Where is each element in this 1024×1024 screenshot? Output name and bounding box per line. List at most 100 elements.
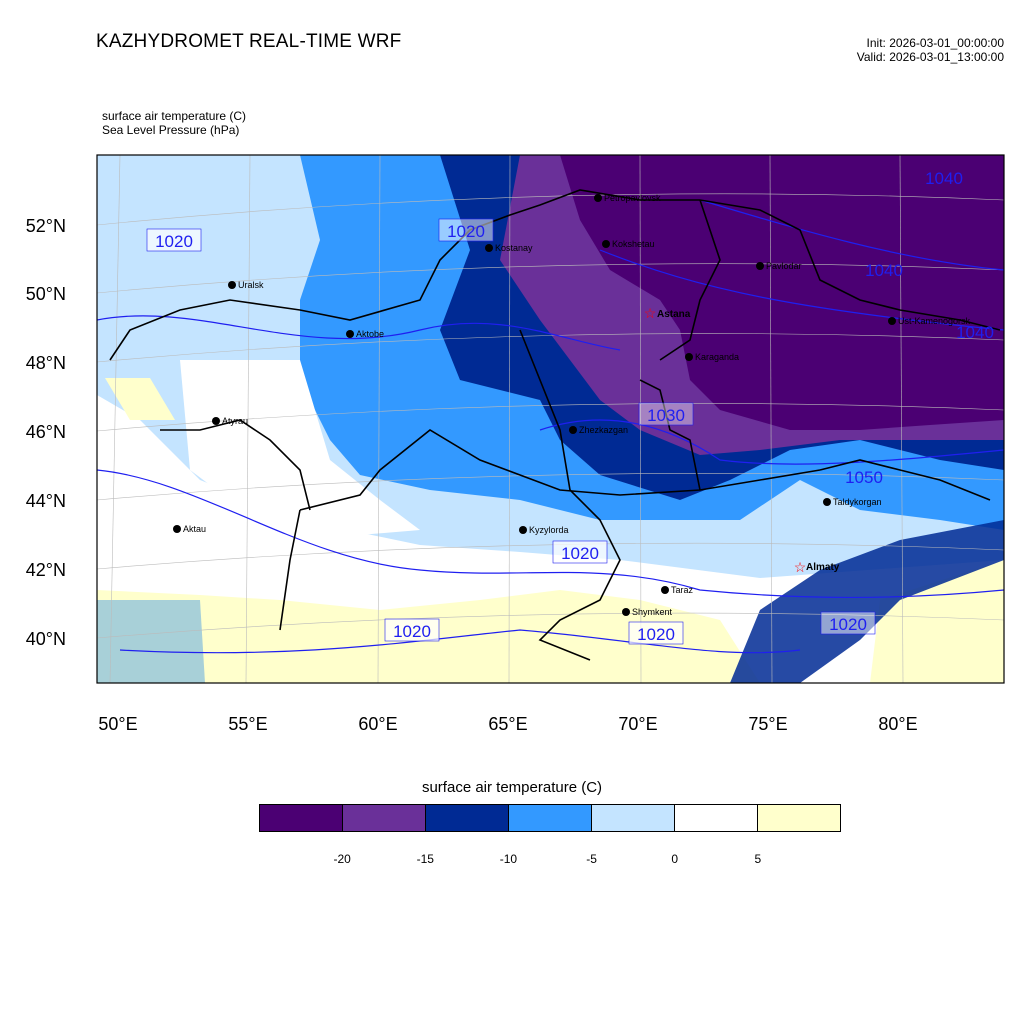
secondary-field-label: Sea Level Pressure (hPa)	[102, 123, 240, 137]
city-almaty: ☆ Almaty	[794, 559, 840, 575]
primary-field-label: surface air temperature (C)	[102, 109, 247, 123]
svg-text:Aktau: Aktau	[183, 524, 206, 534]
isobar-label: 1020	[552, 540, 608, 564]
svg-text:Aktobe: Aktobe	[356, 329, 384, 339]
isobar-label: 1040	[865, 261, 903, 280]
colorbar-ticks: -20 -15 -10 -5 0 5	[0, 852, 1024, 872]
svg-text:☆: ☆	[644, 305, 657, 321]
lat-axis: 52°N 50°N 48°N 46°N 44°N 42°N 40°N	[26, 216, 66, 649]
map-body	[97, 155, 1004, 683]
colorbar-swatch	[509, 805, 592, 831]
city-kyzylorda: Kyzylorda	[519, 525, 569, 535]
city-taraz: Taraz	[661, 585, 694, 595]
weather-map: 52°N 50°N 48°N 46°N 44°N 42°N 40°N 50°E …	[26, 154, 1005, 734]
colorbar-tick-label: -15	[416, 852, 434, 866]
isobar-label: 1020	[628, 621, 684, 645]
field-legend: surface air temperature (C) Sea Level Pr…	[102, 109, 246, 137]
colorbar	[259, 804, 841, 832]
lat-label-40: 40°N	[26, 629, 66, 649]
isobars	[97, 199, 1004, 654]
city-petropavlovsk: Petropavlovsk	[594, 193, 661, 203]
colorbar-tick-label: 5	[754, 852, 762, 866]
temp-band-below-m20	[560, 155, 1004, 430]
colorbar-swatch	[426, 805, 509, 831]
svg-text:☆: ☆	[794, 559, 807, 575]
city-karaganda: Karaganda	[685, 352, 739, 362]
chart-title: KAZHYDROMET REAL-TIME WRF	[96, 31, 402, 52]
svg-text:Kokshetau: Kokshetau	[612, 239, 655, 249]
lon-label-70: 70°E	[618, 714, 657, 734]
city-taldykorgan: Taldykorgan	[823, 497, 882, 507]
isobar-label: 1030	[638, 402, 694, 426]
lon-label-50: 50°E	[98, 714, 137, 734]
lon-label-65: 65°E	[488, 714, 527, 734]
isobar-label: 1020	[820, 611, 876, 635]
lat-label-46: 46°N	[26, 422, 66, 442]
svg-text:1020: 1020	[829, 615, 867, 634]
colorbar-swatch	[675, 805, 758, 831]
colorbar-tick-label: -10	[499, 852, 518, 866]
lat-label-52: 52°N	[26, 216, 66, 236]
svg-text:1040: 1040	[956, 323, 994, 342]
svg-text:Petropavlovsk: Petropavlovsk	[604, 193, 661, 203]
lon-label-80: 80°E	[878, 714, 917, 734]
city-shymkent: Shymkent	[622, 607, 673, 617]
city-uralsk: Uralsk	[228, 280, 264, 290]
svg-text:1020: 1020	[155, 232, 193, 251]
isobar-label: 1020	[146, 228, 202, 252]
svg-text:1020: 1020	[447, 222, 485, 241]
temp-band-warm-west	[105, 378, 175, 420]
svg-text:Astana: Astana	[657, 309, 691, 320]
lon-label-55: 55°E	[228, 714, 267, 734]
svg-text:1040: 1040	[865, 261, 903, 280]
isobar-label: 1040	[956, 323, 994, 342]
svg-text:Ust-Kamenogorsk: Ust-Kamenogorsk	[898, 316, 971, 326]
svg-text:Atyrau: Atyrau	[222, 416, 248, 426]
graticule	[97, 155, 1004, 683]
svg-text:Zhezkazgan: Zhezkazgan	[579, 425, 628, 435]
city-pavlodar: Pavlodar	[756, 261, 802, 271]
svg-text:1030: 1030	[647, 406, 685, 425]
city-aktobe: Aktobe	[346, 329, 384, 339]
isobar-label: 1050	[845, 468, 883, 487]
svg-text:1050: 1050	[845, 468, 883, 487]
city-aktau: Aktau	[173, 524, 206, 534]
svg-text:Pavlodar: Pavlodar	[766, 261, 802, 271]
isobar-label: 1040	[925, 169, 963, 188]
city-astana: ☆ Astana	[644, 305, 691, 321]
colorbar-tick-label: -20	[333, 852, 351, 866]
svg-text:Kyzylorda: Kyzylorda	[529, 525, 569, 535]
city-zhezkazgan: Zhezkazgan	[569, 425, 628, 435]
colorbar-swatch	[592, 805, 675, 831]
run-info: Init: 2026-03-01_00:00:00 Valid: 2026-03…	[857, 36, 1004, 64]
svg-text:1020: 1020	[561, 544, 599, 563]
lat-label-44: 44°N	[26, 491, 66, 511]
svg-text:Taraz: Taraz	[671, 585, 694, 595]
city-kokshetau: Kokshetau	[602, 239, 655, 249]
svg-text:Kostanay: Kostanay	[495, 243, 533, 253]
colorbar-swatch	[758, 805, 840, 831]
temp-band-warm-southeast	[870, 560, 1004, 683]
city-markers: Uralsk Aktobe Atyrau Aktau Kostanay Petr…	[173, 193, 971, 617]
colorbar-title: surface air temperature (C)	[421, 779, 603, 796]
svg-text:1040: 1040	[925, 169, 963, 188]
lat-label-48: 48°N	[26, 353, 66, 373]
lon-label-75: 75°E	[748, 714, 787, 734]
colorbar-swatch	[260, 805, 343, 831]
init-time: Init: 2026-03-01_00:00:00	[866, 36, 1004, 50]
svg-text:Almaty: Almaty	[806, 562, 840, 573]
caspian-sea	[97, 600, 205, 683]
isobar-label: 1020	[438, 218, 494, 242]
svg-text:Shymkent: Shymkent	[632, 607, 673, 617]
colorbar-tick-label: -5	[586, 852, 597, 866]
svg-text:1020: 1020	[637, 625, 675, 644]
lat-label-50: 50°N	[26, 284, 66, 304]
city-ust-kamenogorsk: Ust-Kamenogorsk	[888, 316, 971, 326]
lat-label-42: 42°N	[26, 560, 66, 580]
city-kostanay: Kostanay	[485, 243, 533, 253]
lon-label-60: 60°E	[358, 714, 397, 734]
svg-text:Taldykorgan: Taldykorgan	[833, 497, 882, 507]
svg-text:1020: 1020	[393, 622, 431, 641]
map-frame	[96, 154, 1005, 684]
colorbar-swatch	[343, 805, 426, 831]
